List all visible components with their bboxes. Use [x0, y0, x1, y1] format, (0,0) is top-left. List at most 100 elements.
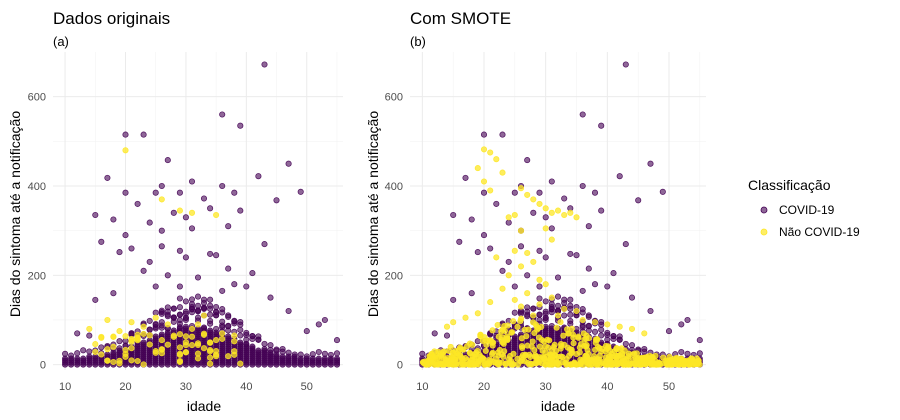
data-point [548, 225, 555, 232]
data-point [501, 336, 509, 343]
data-point [98, 238, 105, 245]
data-point [194, 274, 202, 281]
data-point [231, 338, 238, 345]
data-point [559, 353, 566, 361]
data-point [146, 326, 153, 333]
data-point [140, 339, 147, 346]
data-point [553, 324, 560, 331]
x-tick-label: 10 [59, 381, 71, 393]
data-point [511, 333, 518, 340]
data-point [499, 285, 506, 292]
data-point [231, 189, 238, 196]
data-point [182, 349, 189, 356]
y-tick-label: 400 [385, 181, 403, 193]
data-point [505, 219, 512, 226]
data-point [508, 361, 515, 368]
data-point [194, 293, 202, 300]
data-point [517, 318, 524, 325]
data-point [489, 351, 496, 358]
data-point [158, 243, 165, 250]
data-point [604, 321, 611, 328]
data-point [561, 195, 568, 202]
data-point [452, 347, 459, 354]
data-point [122, 189, 129, 196]
x-tick-label: 20 [119, 381, 131, 393]
data-point [231, 318, 238, 325]
data-point [176, 331, 183, 338]
legend-title: Classificação [748, 177, 831, 193]
data-point [561, 211, 568, 219]
data-point [255, 347, 262, 354]
data-point [548, 294, 555, 301]
data-point [536, 301, 543, 308]
data-point [664, 361, 671, 368]
data-point [505, 258, 512, 265]
data-point [542, 205, 549, 212]
data-point [158, 346, 165, 353]
data-point [261, 241, 268, 248]
data-point [554, 312, 562, 319]
data-point [74, 350, 81, 357]
data-point [456, 238, 463, 245]
data-point [309, 351, 316, 358]
data-point [170, 209, 177, 216]
data-point [548, 209, 555, 216]
data-point [542, 254, 549, 261]
data-point [530, 305, 537, 312]
data-point [542, 308, 549, 315]
data-point [505, 272, 512, 279]
data-point [470, 361, 477, 368]
data-point [647, 307, 654, 315]
data-point [152, 333, 159, 340]
data-point [225, 353, 232, 360]
data-point [116, 249, 123, 256]
data-point [176, 304, 183, 311]
data-point [267, 342, 274, 349]
data-point [327, 351, 334, 358]
data-point [468, 290, 475, 297]
data-point [508, 329, 515, 336]
data-point [261, 340, 268, 347]
data-point [542, 316, 549, 324]
data-point [579, 287, 586, 294]
data-point [531, 329, 538, 337]
data-point [499, 169, 506, 176]
data-point [207, 327, 214, 334]
data-point [164, 341, 171, 348]
data-point [482, 347, 489, 354]
data-point [297, 188, 304, 195]
data-point [213, 211, 220, 219]
data-point [74, 355, 81, 362]
chart-subtitle: (b) [410, 34, 426, 49]
data-point [110, 333, 117, 340]
legend: Classificação COVID-19 Não COVID-19 [748, 177, 860, 239]
data-point [608, 353, 615, 360]
data-point [152, 283, 159, 290]
data-point [469, 341, 476, 348]
data-point [553, 359, 560, 366]
data-point [170, 332, 177, 339]
data-point [554, 307, 562, 314]
x-tick-label: 10 [416, 381, 428, 393]
data-point [573, 307, 580, 315]
data-point [140, 361, 147, 368]
data-point [62, 350, 69, 357]
data-point [536, 295, 543, 302]
data-point [237, 360, 244, 367]
data-point [562, 359, 569, 366]
data-point [86, 332, 93, 339]
scatter-points [62, 61, 341, 368]
data-point [598, 332, 605, 339]
data-point [128, 245, 135, 252]
x-tick-label: 20 [478, 381, 490, 393]
data-point [200, 195, 208, 202]
panel-b: Com SMOTE (b) 10 20 30 40 50 0 200 400 600 idade… [365, 9, 706, 414]
data-point [521, 326, 528, 333]
data-point [164, 272, 171, 279]
data-point [213, 347, 220, 355]
data-point [128, 319, 135, 326]
data-point [648, 360, 655, 367]
data-point [104, 357, 111, 364]
data-point [182, 323, 189, 330]
data-point [80, 355, 87, 362]
